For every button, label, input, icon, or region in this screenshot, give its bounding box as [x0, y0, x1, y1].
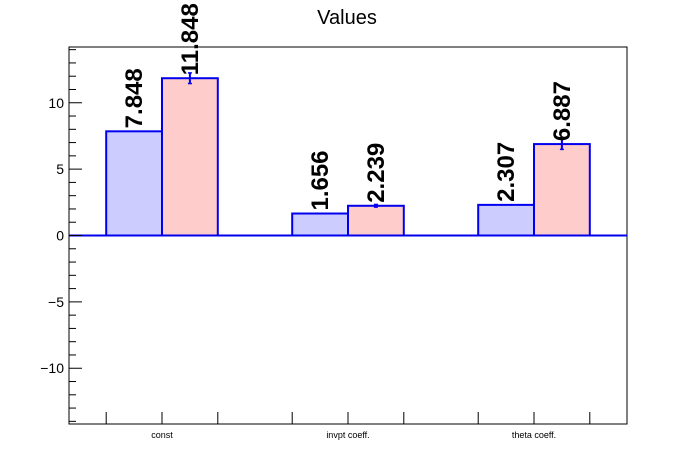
value-label: 11.848	[177, 3, 204, 75]
x-category-label: invpt coeff.	[326, 430, 369, 440]
x-category-label: const	[151, 430, 173, 440]
value-label: 2.239	[363, 143, 390, 203]
y-tick-label: −10	[40, 360, 64, 376]
y-tick-label: 10	[48, 95, 64, 111]
chart-title: Values	[317, 7, 377, 29]
value-label: 2.307	[493, 142, 520, 202]
y-tick-label: −5	[48, 294, 64, 310]
bar-series2-invpt-coeff-	[347, 204, 405, 237]
y-tick-label: 0	[56, 228, 64, 244]
x-category-label: theta coeff.	[512, 430, 556, 440]
bar-series2-theta-coeff-	[533, 143, 591, 237]
bar-series1-const	[105, 130, 163, 237]
bar-series2-const	[161, 77, 219, 237]
bar-series1-invpt-coeff-	[291, 212, 350, 237]
value-label: 6.887	[549, 81, 576, 141]
value-label: 1.656	[307, 150, 334, 210]
y-tick-label: 5	[56, 161, 64, 177]
bar-series1-theta-coeff-	[477, 203, 536, 237]
value-label: 7.848	[121, 68, 148, 128]
